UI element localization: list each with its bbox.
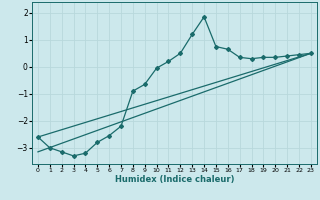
X-axis label: Humidex (Indice chaleur): Humidex (Indice chaleur) xyxy=(115,175,234,184)
